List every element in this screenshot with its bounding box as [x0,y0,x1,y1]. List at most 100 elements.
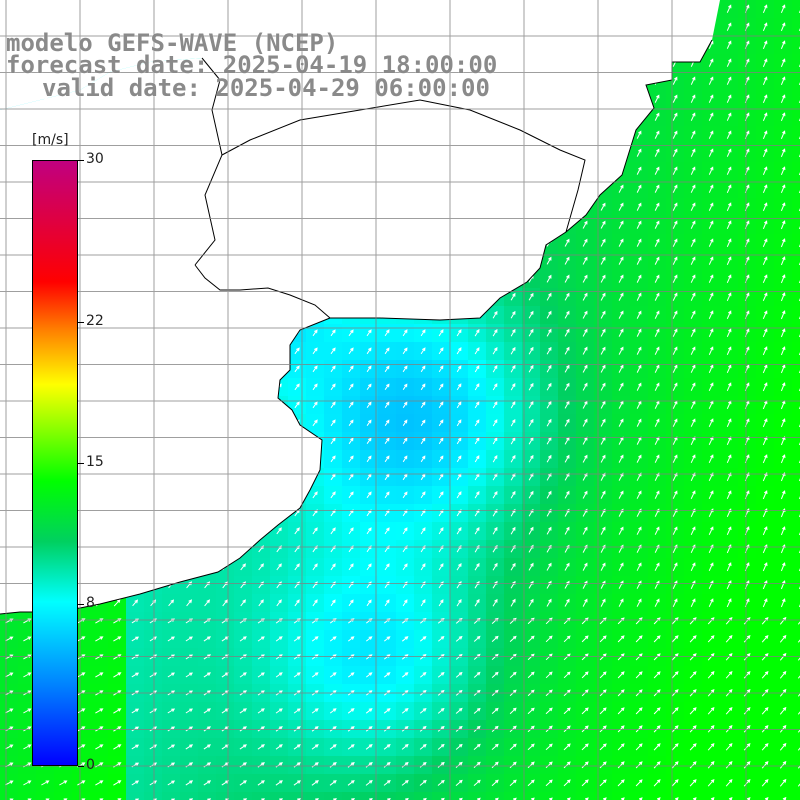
wind-arrow [690,220,696,229]
wind-arrow [654,598,660,607]
wind-arrow [671,779,679,787]
wind-cell [792,738,800,756]
wind-arrow [780,40,786,49]
wind-arrow [690,310,696,319]
wind-cell [792,180,800,198]
wind-arrow [528,346,534,355]
wind-arrow [510,382,516,391]
wind-arrow [690,202,696,211]
wind-arrow [690,238,696,247]
wind-arrow [618,310,624,319]
wind-arrow [654,202,660,211]
wind-arrow [743,761,751,769]
wind-arrow [528,598,534,607]
wind-cell [792,126,800,144]
wind-arrow [312,347,318,355]
wind-cell [792,90,800,108]
wind-arrow [618,598,624,607]
wind-arrow [582,490,588,499]
wind-arrow [402,383,408,390]
wind-arrow [312,527,318,535]
wind-cell [774,792,792,800]
wind-arrow [312,365,318,373]
wind-arrow [456,347,462,355]
wind-arrow [366,563,372,571]
wind-arrow [330,383,336,391]
wind-arrow [582,292,588,301]
wind-arrow [527,635,535,643]
wind-arrow [545,671,553,679]
wind-arrow [708,490,714,500]
wind-cell [792,630,800,648]
wind-arrow [474,347,480,355]
wind-arrow [780,238,786,248]
wind-arrow [510,364,516,373]
wind-cell [792,252,800,270]
colorbar-tick-label: 22 [86,312,104,329]
wind-arrow [725,779,733,787]
wind-arrow [708,382,714,392]
wind-arrow [455,707,463,714]
wind-arrow [672,238,678,247]
wind-arrow [672,184,678,193]
wind-arrow [726,184,732,194]
wind-arrow [458,797,463,800]
wind-arrow [708,112,714,121]
wind-arrow [366,347,372,355]
wind-arrow [582,418,588,427]
wind-cell [576,792,594,800]
wind-arrow [708,58,714,67]
wind-arrow [528,490,534,499]
wind-arrow [456,599,462,607]
wind-arrow [780,148,786,157]
wind-arrow [473,761,481,768]
wind-arrow [780,382,786,392]
wind-arrow [276,563,282,571]
wind-arrow [617,761,625,769]
wind-arrow [420,365,426,373]
wind-arrow [618,238,624,247]
wind-arrow [636,292,642,301]
wind-arrow [563,671,571,679]
wind-arrow [293,708,301,714]
wind-arrow [330,599,336,607]
wind-arrow [600,346,606,355]
wind-arrow [672,418,678,427]
wind-arrow [366,329,372,337]
wind-arrow [294,383,300,391]
wind-arrow [582,526,588,535]
wind-arrow [510,418,516,427]
wind-arrow [546,418,552,427]
wind-cell [360,792,378,800]
wind-arrow [275,672,283,678]
wind-arrow [528,526,534,535]
wind-arrow [636,598,642,607]
wind-arrow [564,292,570,301]
wind-arrow [438,599,444,607]
wind-arrow [584,797,589,800]
wind-arrow [113,636,122,642]
wind-arrow [312,419,318,427]
wind-arrow [510,292,516,301]
wind-arrow [402,347,408,355]
wind-arrow [654,328,660,337]
wind-arrow [275,780,283,786]
wind-arrow [348,563,354,571]
wind-arrow [780,94,786,103]
wind-arrow [293,744,301,750]
wind-arrow [312,329,318,337]
wind-arrow [492,454,498,463]
wind-arrow [510,328,516,337]
wind-arrow [546,364,552,373]
wind-arrow [510,310,516,319]
wind-arrow [330,527,336,535]
wind-arrow [654,220,660,229]
wind-arrow [725,743,733,751]
wind-cell [792,72,800,90]
wind-arrow [438,563,444,571]
wind-arrow [401,761,409,768]
wind-arrow [797,765,800,769]
wind-arrow [365,708,373,714]
wind-arrow [77,672,86,678]
